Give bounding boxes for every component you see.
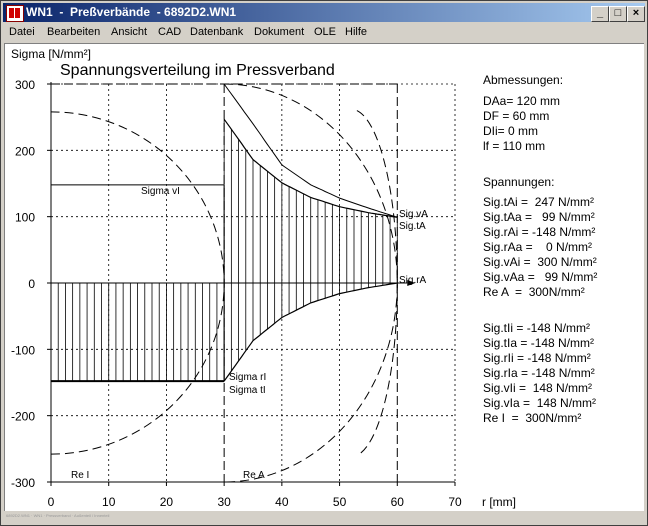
x-tick-label: 50 <box>333 495 347 509</box>
spannung-inner-line: Re I = 300N/mm² <box>483 411 581 425</box>
close-button[interactable]: × <box>627 6 645 22</box>
spannung-inner-line: Sig.rIa = -148 N/mm² <box>483 366 595 380</box>
label-re-i: Re I <box>71 470 89 481</box>
menu-dokument[interactable]: Dokument <box>254 26 305 38</box>
x-tick-label: 30 <box>217 495 231 509</box>
label-sig-ta: Sig.tA <box>399 221 426 232</box>
label-sigma-vi: Sigma vI <box>141 186 180 197</box>
label-sigma-ri: Sigma rI <box>229 372 266 383</box>
sig-va-arc <box>356 110 398 284</box>
minimize-button[interactable]: _ <box>591 6 609 22</box>
abmessungen-line: DF = 60 mm <box>483 109 549 123</box>
abmessungen-line: lf = 110 mm <box>483 139 545 153</box>
menu-cad[interactable]: CAD <box>158 26 182 38</box>
plot-area: 300 200 100 0 -100 -200 -300 0 10 20 30 40 50 60 70 Si… <box>4 43 644 511</box>
label-re-a: Re A <box>243 470 265 481</box>
y-tick-label: 300 <box>15 78 35 92</box>
axes: 300 200 100 0 -100 -200 -300 0 10 20 30 40 50 60 70 <box>11 78 462 509</box>
spannung-inner-line: Sig.tIa = -148 N/mm² <box>483 336 594 350</box>
abmessungen-line: DAa= 120 mm <box>483 94 560 108</box>
title-bar[interactable]: WN1 - Preßverbände - 6892D2.WN1 _ □ × <box>3 3 645 22</box>
spannung-inner-line: Sig.rIi = -148 N/mm² <box>483 351 591 365</box>
x-tick-label: 60 <box>391 495 405 509</box>
status-text: 6892D2.WN1 · WN1 · Pressverband · Außent… <box>6 513 110 518</box>
x-tick-label: 20 <box>160 495 174 509</box>
label-sigma-ti: Sigma tI <box>229 385 266 396</box>
spannung-outer-line: Sig.rAi = -148 N/mm² <box>483 225 595 239</box>
re-a-arc <box>224 83 398 483</box>
y-tick-label: -200 <box>11 410 35 424</box>
x-tick-label: 70 <box>448 495 462 509</box>
spannung-outer-line: Sig.tAa = 99 N/mm² <box>483 210 595 224</box>
label-sig-ra: Sig.rA <box>399 275 427 286</box>
x-axis-label: r [mm] <box>482 495 516 509</box>
stress-chart: 300 200 100 0 -100 -200 -300 0 10 20 30 40 50 60 70 Si… <box>11 47 597 509</box>
x-tick-label: 10 <box>102 495 116 509</box>
spannung-inner-line: Sig.vIa = 148 N/mm² <box>483 396 596 410</box>
y-tick-label: 100 <box>15 211 35 225</box>
status-strip: 6892D2.WN1 · WN1 · Pressverband · Außent… <box>4 513 643 523</box>
y-axis-label: Sigma [N/mm²] <box>11 47 91 61</box>
label-sig-va: Sig.vA <box>399 209 428 220</box>
abmessungen-heading: Abmessungen: <box>483 73 563 87</box>
spannung-outer-line: Sig.rAa = 0 N/mm² <box>483 240 592 254</box>
abmessungen-line: DIi= 0 mm <box>483 124 538 138</box>
menu-datei[interactable]: Datei <box>9 26 35 38</box>
menu-ole[interactable]: OLE <box>314 26 337 38</box>
zero-line-arrow <box>407 280 416 286</box>
sigma-t-outer-curve <box>223 118 398 218</box>
y-tick-label: 0 <box>28 277 35 291</box>
y-tick-label: -300 <box>11 476 35 490</box>
x-tick-label: 0 <box>48 495 55 509</box>
chart-title: Spannungsverteilung im Pressverband <box>60 62 335 79</box>
spannung-outer-line: Sig.vAi = 300 N/mm² <box>483 255 597 269</box>
maximize-button[interactable]: □ <box>609 6 627 22</box>
spannung-outer-line: Sig.vAa = 99 N/mm² <box>483 270 597 284</box>
y-tick-label: -100 <box>11 343 35 357</box>
info-panel: Abmessungen: DAa= 120 mm DF = 60 mm DIi=… <box>483 73 597 425</box>
app-icon[interactable] <box>6 5 24 22</box>
x-tick-label: 40 <box>275 495 289 509</box>
spannung-outer-line: Sig.tAi = 247 N/mm² <box>483 195 594 209</box>
spannung-outer-line: Re A = 300N/mm² <box>483 285 585 299</box>
spannung-inner-line: Sig.vIi = 148 N/mm² <box>483 381 592 395</box>
menu-datenbank[interactable]: Datenbank <box>190 26 244 38</box>
sigma-r-outer-curve <box>223 282 398 382</box>
menu-hilfe[interactable]: Hilfe <box>345 26 368 38</box>
menu-ansicht[interactable]: Ansicht <box>111 26 148 38</box>
menu-bar: Datei Bearbeiten Ansicht CAD Datenbank D… <box>3 23 645 42</box>
y-tick-label: 200 <box>15 144 35 158</box>
sigma-v-outer-curve <box>223 83 398 218</box>
spannung-inner-line: Sig.tIi = -148 N/mm² <box>483 321 590 335</box>
sig-ra-arc <box>356 282 398 456</box>
window-title: WN1 - Preßverbände - 6892D2.WN1 <box>26 5 237 19</box>
spannungen-heading: Spannungen: <box>483 175 554 189</box>
menu-bearbeiten[interactable]: Bearbeiten <box>47 26 101 38</box>
